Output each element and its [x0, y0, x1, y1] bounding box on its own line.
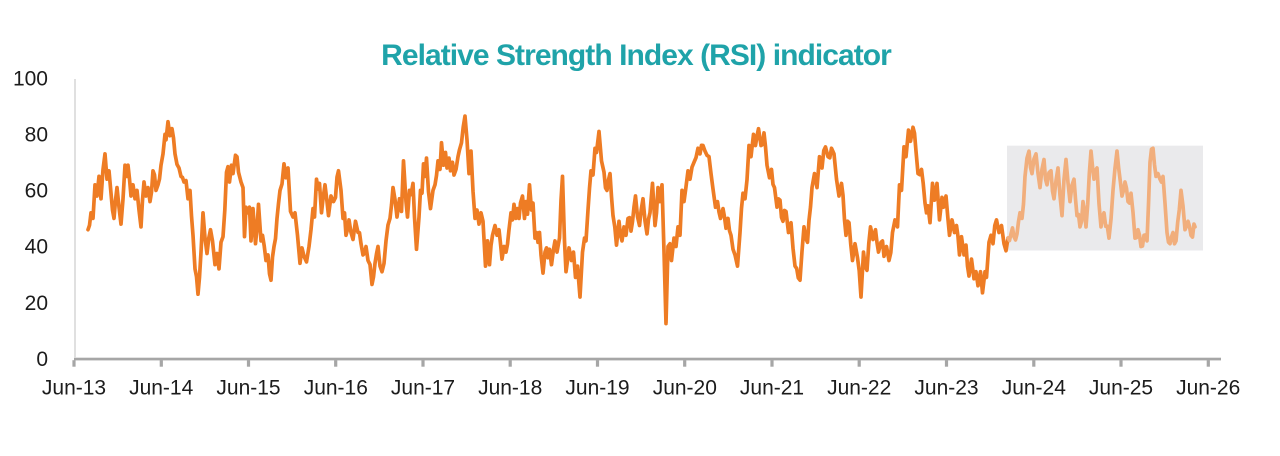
svg-text:Jun-16: Jun-16 [304, 377, 368, 400]
svg-text:Jun-14: Jun-14 [129, 377, 194, 400]
svg-text:Relative Strength Index (RSI): Relative Strength Index (RSI) indicator [381, 39, 892, 72]
svg-text:Jun-13: Jun-13 [42, 377, 106, 400]
svg-text:Jun-18: Jun-18 [478, 377, 542, 400]
svg-text:Jun-20: Jun-20 [653, 377, 717, 400]
svg-text:40: 40 [25, 236, 48, 259]
svg-text:Jun-24: Jun-24 [1002, 377, 1067, 400]
svg-text:Jun-19: Jun-19 [565, 377, 629, 400]
svg-text:80: 80 [25, 124, 48, 147]
svg-text:Jun-26: Jun-26 [1176, 377, 1240, 400]
svg-text:100: 100 [13, 67, 48, 90]
svg-text:Jun-21: Jun-21 [740, 377, 804, 400]
svg-text:0: 0 [36, 348, 48, 371]
svg-text:Jun-15: Jun-15 [216, 377, 280, 400]
svg-text:Jun-17: Jun-17 [391, 377, 455, 400]
svg-text:60: 60 [25, 180, 48, 203]
svg-text:20: 20 [25, 292, 48, 315]
svg-text:Jun-23: Jun-23 [914, 377, 978, 400]
svg-text:Jun-22: Jun-22 [827, 377, 891, 400]
svg-text:Jun-25: Jun-25 [1089, 377, 1153, 400]
